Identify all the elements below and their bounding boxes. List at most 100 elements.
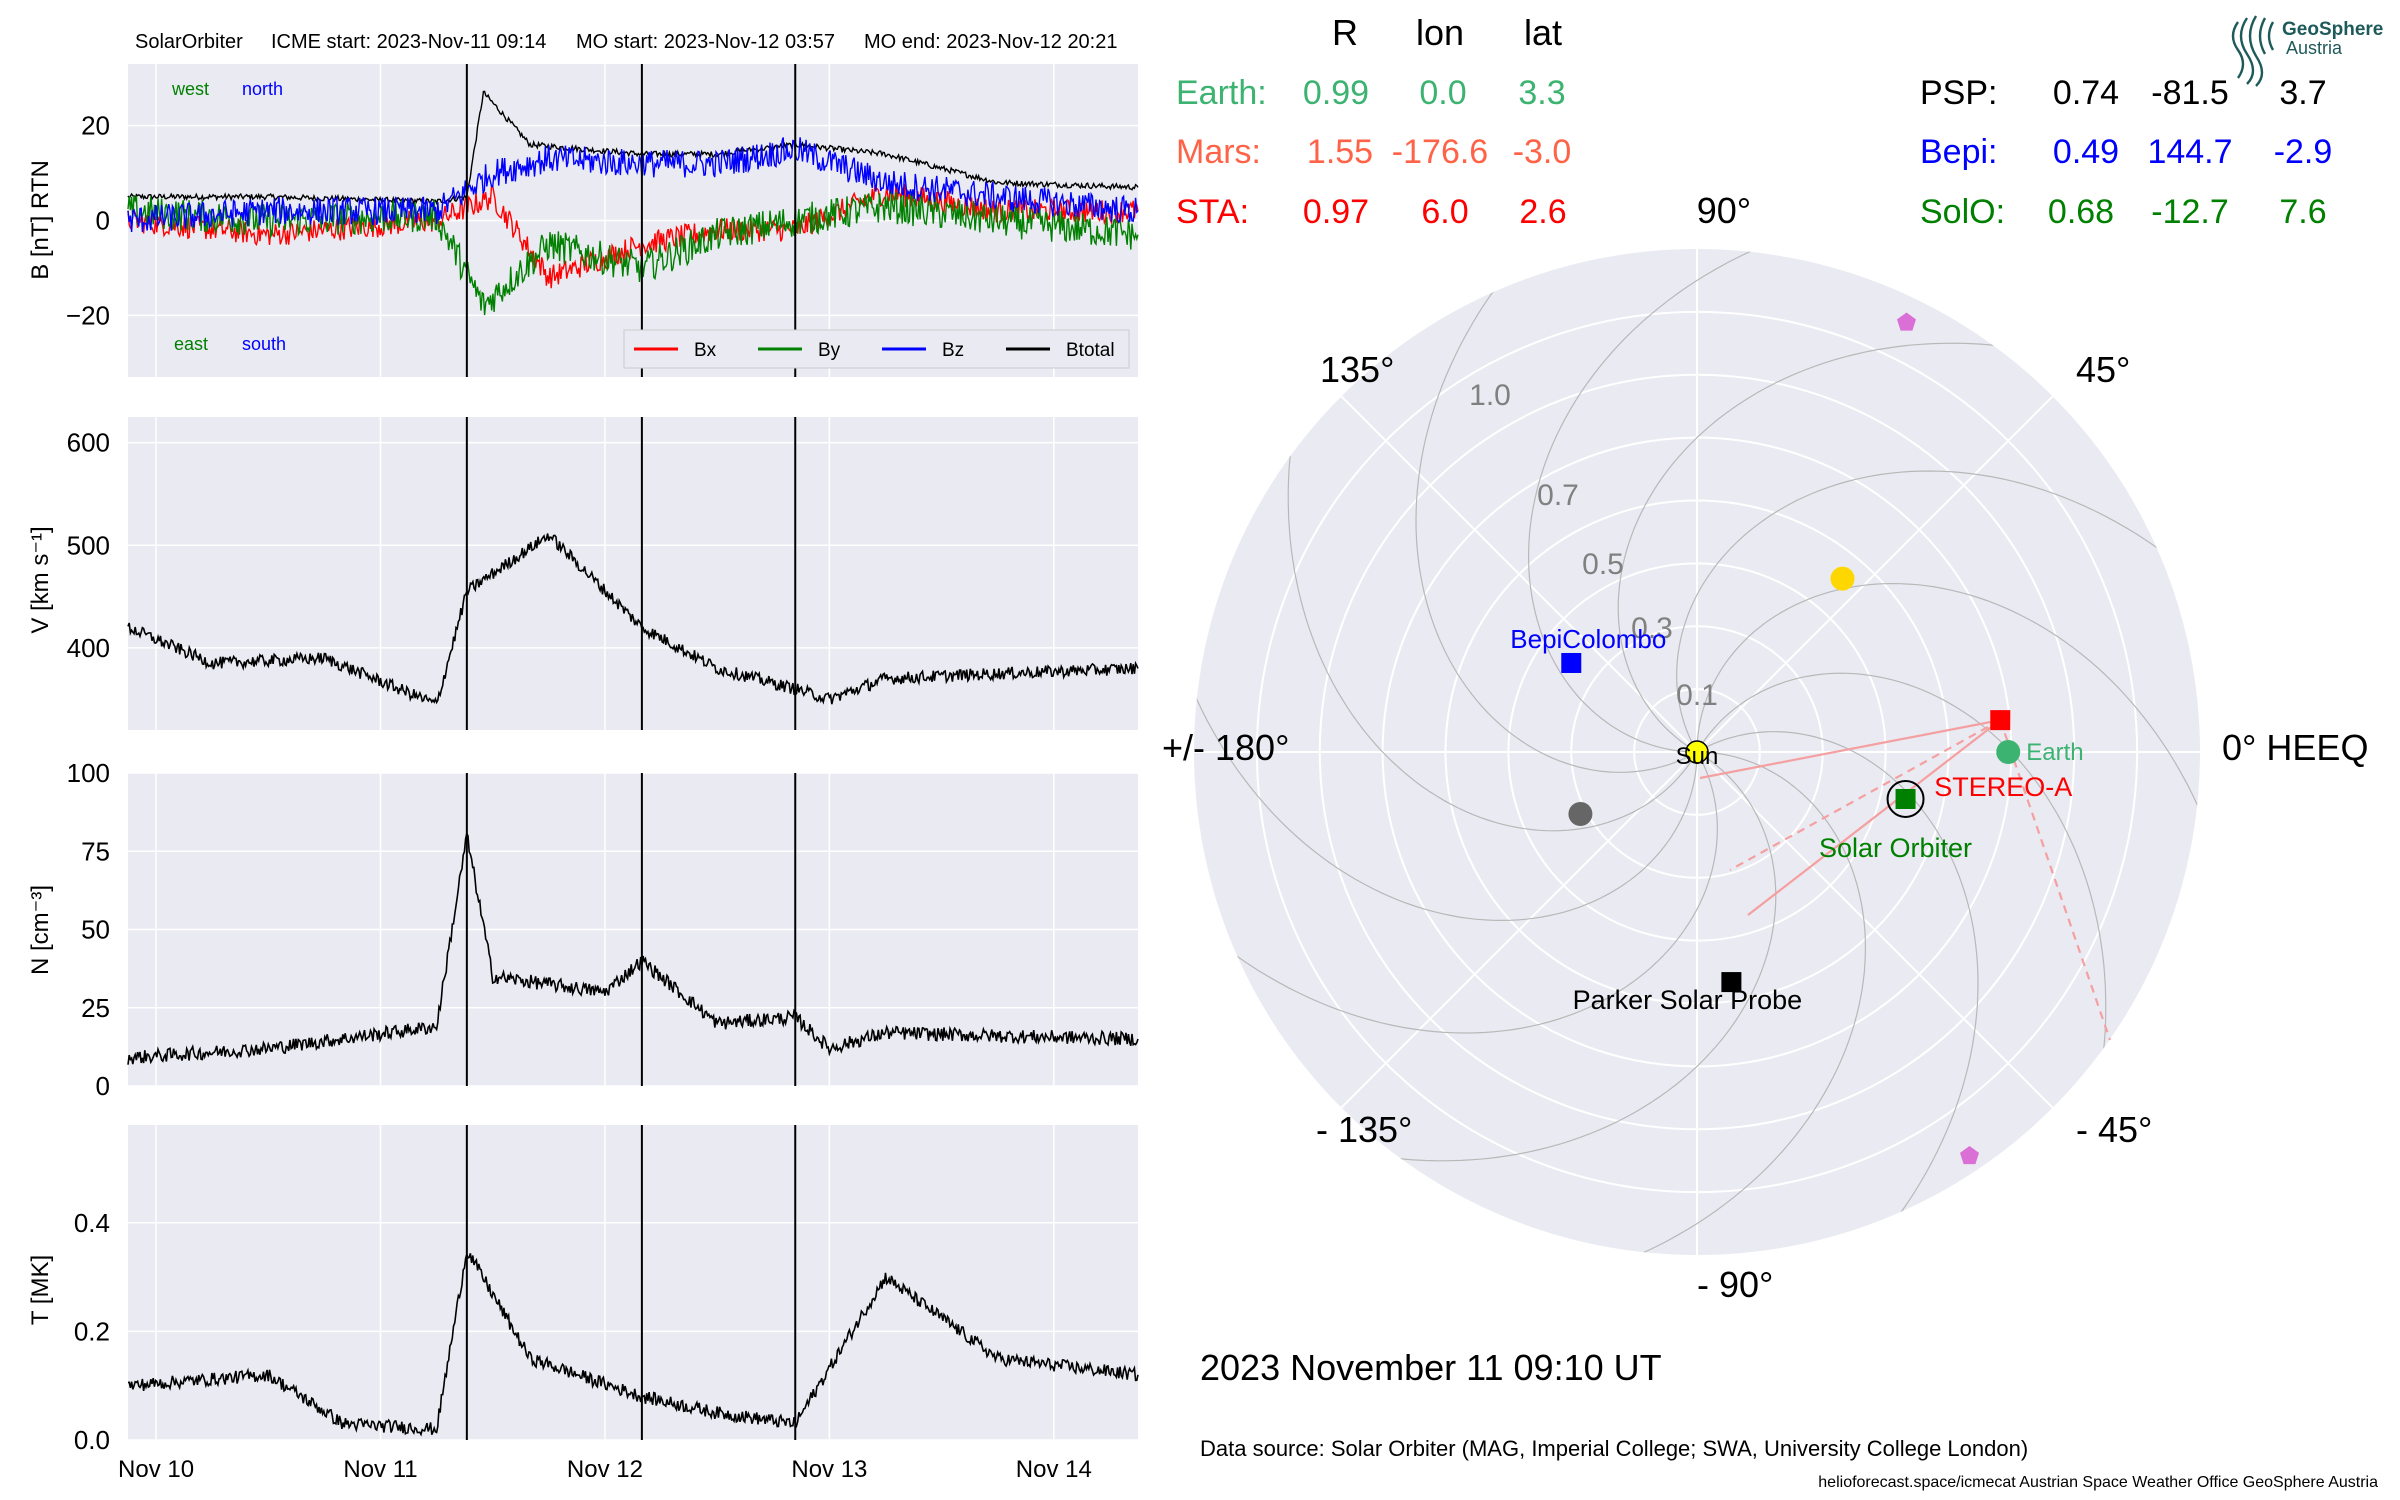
mo-start-label: MO start: 2023-Nov-12 03:57 [576, 31, 835, 53]
east-label: east [174, 334, 208, 354]
y-tick-label: 100 [67, 758, 110, 788]
angle-label-45: 45° [2076, 349, 2130, 390]
spiral-line [1415, 249, 1698, 773]
psp-marker [1721, 972, 1742, 993]
v-axis-title: V [km s⁻¹] [27, 526, 54, 633]
bepi-row-lat: -2.9 [2274, 133, 2333, 171]
angle-label-180: +/- 180° [1162, 727, 1289, 768]
angular-grid-line [1340, 751, 1698, 1109]
series-line-Bz [127, 137, 1139, 233]
south-label: south [242, 334, 286, 354]
legend-label-by: By [818, 340, 841, 361]
polar-position-plot: 0.1 0.30.5 0.7 1.0 Sun Earth STEREO-A Solar Orb… [1194, 249, 2200, 1255]
angle-label-135: 135° [1320, 349, 1394, 390]
north-label: north [242, 79, 283, 99]
data-source-label: Data source: Solar Orbiter (MAG, Imperia… [1200, 1436, 2028, 1461]
sun-marker [1685, 740, 1709, 764]
psp-row-lat: 3.7 [2279, 74, 2326, 112]
earth-row-r: 0.99 [1303, 74, 1369, 112]
y-tick-label: 50 [81, 915, 110, 945]
solo-row-label: SolO: [1920, 193, 2005, 231]
x-tick-label: Nov 13 [791, 1456, 867, 1483]
psp-label: Parker Solar Probe [1573, 985, 1803, 1015]
spacecraft-label: SolarOrbiter [135, 31, 243, 53]
fov-line-dashed [1729, 719, 2001, 871]
y-tick-label: 20 [81, 111, 110, 141]
angular-grid-line [1696, 751, 2054, 1109]
west-label: west [171, 79, 209, 99]
y-tick-label: 0.0 [74, 1425, 110, 1455]
angle-label-m45: - 45° [2076, 1109, 2152, 1150]
solo-row-lon: -12.7 [2151, 193, 2229, 231]
y-tick-label: 400 [67, 633, 110, 663]
spiral-line [1527, 249, 1859, 753]
x-tick-label: Nov 12 [567, 1456, 643, 1483]
table-header-lon: lon [1416, 12, 1464, 53]
radial-tick-label: 1.0 [1469, 379, 1511, 412]
series-line-N [127, 831, 1139, 1065]
bepicolombo-marker [1561, 652, 1582, 673]
mars-row-lat: -3.0 [1513, 133, 1572, 171]
stereo-a-fov-lines [1699, 719, 2112, 1041]
sta-row-label: STA: [1176, 193, 1249, 231]
solo-ring [1886, 779, 1925, 818]
fov-line-dashed [1999, 719, 2112, 1041]
geosphere-logo-mark [2231, 15, 2275, 87]
radial-tick-label: 0.5 [1582, 548, 1624, 581]
spiral-line [1287, 343, 1698, 832]
angular-grid-line [1696, 395, 2054, 753]
y-tick-label: 75 [81, 836, 110, 866]
mars-row-label: Mars: [1176, 133, 1261, 171]
sun-label: Sun [1676, 743, 1719, 770]
violet-pentagon-marker [1897, 312, 1916, 331]
panel-background [128, 417, 1138, 730]
n-axis-title: N [cm⁻³] [27, 885, 54, 975]
solar-orbiter-label: Solar Orbiter [1819, 833, 1972, 863]
b-axis-title: B [nT] RTN [27, 160, 54, 280]
bepi-row-r: 0.49 [2053, 133, 2119, 171]
position-table: R lon lat Earth: 0.99 0.0 3.3 Mars: 1.55… [1176, 12, 2332, 231]
stereo-a-marker [1990, 710, 2011, 731]
series-line-T [127, 1251, 1139, 1437]
b-legend: Bx By Bz Btotal [623, 329, 1130, 369]
spiral-line [1696, 582, 2200, 914]
x-tick-label: Nov 10 [118, 1456, 194, 1483]
sta-row-lon: 6.0 [1421, 193, 1468, 231]
spiral-line [1617, 342, 2106, 753]
bepi-row-label: Bepi: [1920, 133, 1998, 171]
x-tick-label: Nov 11 [343, 1456, 417, 1483]
panel-velocity: 600 500 400 [67, 417, 1139, 730]
stereo-a-label: STEREO-A [1934, 772, 2072, 802]
sta-row-r: 0.97 [1303, 193, 1369, 231]
radial-tick-label: 0.7 [1537, 479, 1579, 512]
x-tick-label: Nov 14 [1016, 1456, 1092, 1483]
panel-density: 100 75 50 25 0 [67, 758, 1139, 1101]
parker-spirals [1194, 249, 2200, 1255]
earth-label: Earth [2026, 739, 2083, 766]
mo-end-label: MO end: 2023-Nov-12 20:21 [864, 31, 1118, 53]
series-line-Bx [127, 183, 1139, 289]
earth-row-lon: 0.0 [1419, 74, 1466, 112]
legend-label-bx: Bx [694, 340, 717, 361]
time-series-panels: 20 0 −20 600 500 400 100 75 50 25 0 0.4 0.2 0.0 Nov 10… [66, 64, 1139, 1483]
earth-marker [1996, 740, 2021, 764]
panel-magnetic-field: 20 0 −20 [66, 64, 1139, 377]
fov-line [1699, 719, 2001, 780]
violet-pentagon-marker [1960, 1146, 1979, 1165]
bepi-row-lon: 144.7 [2147, 133, 2232, 171]
spiral-line [1696, 672, 2107, 1161]
logo-line2: Austria [2286, 38, 2343, 58]
y-tick-label: 0 [96, 1071, 110, 1101]
table-header-r: R [1332, 12, 1358, 53]
yellow-dot-marker [1830, 566, 1855, 591]
legend-label-bz: Bz [942, 340, 964, 361]
psp-row-lon: -81.5 [2151, 74, 2229, 112]
mars-row-lon: -176.6 [1392, 133, 1488, 171]
psp-row-r: 0.74 [2053, 74, 2119, 112]
earth-row-label: Earth: [1176, 74, 1267, 112]
angle-label-90: 90° [1697, 190, 1751, 231]
spiral-line [1696, 731, 1979, 1255]
angular-grid-line [1340, 395, 1698, 753]
spiral-line [1288, 751, 1777, 1162]
